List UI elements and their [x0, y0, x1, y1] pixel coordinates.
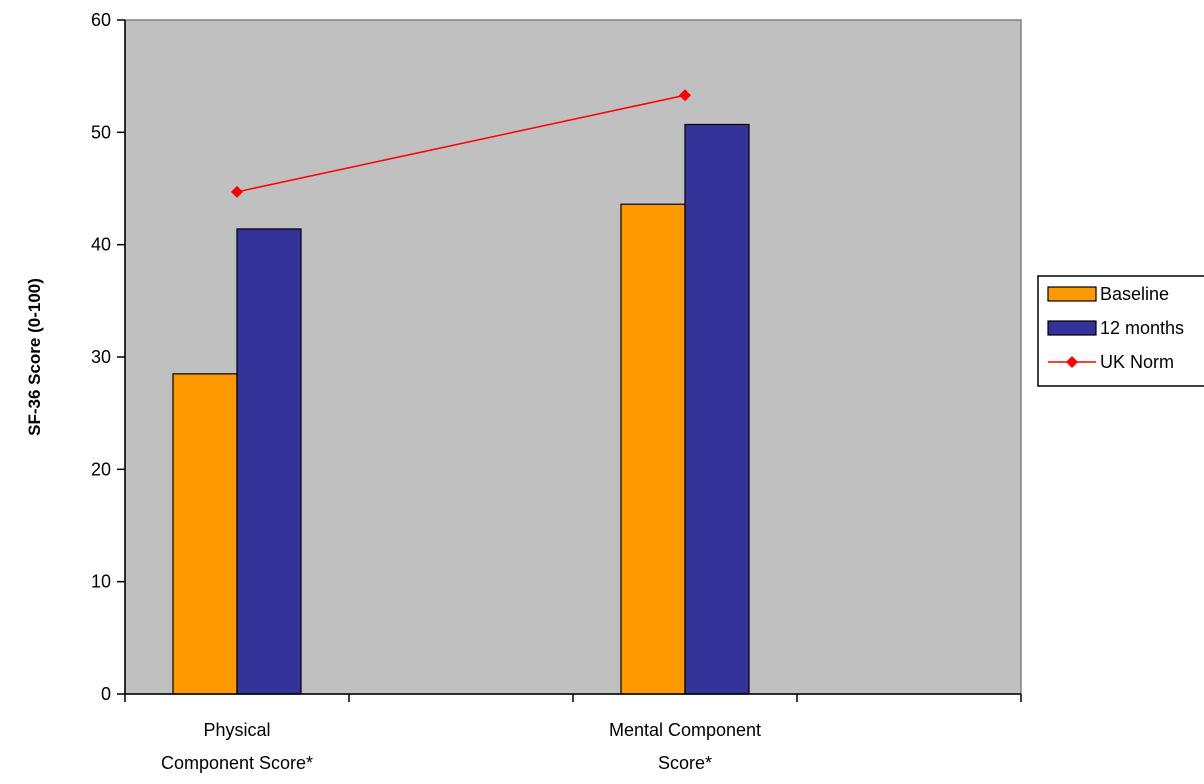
bar [172, 373, 238, 695]
x-tick-label: Mental Component [609, 720, 761, 740]
bar [684, 123, 750, 695]
x-tick-labels: Physical Component Score* Mental Component… [161, 720, 761, 773]
y-tick-label: 0 [101, 684, 111, 704]
y-tick-label: 60 [91, 10, 111, 30]
bars [172, 123, 750, 695]
series-line [236, 94, 686, 193]
y-tick-label: 10 [91, 572, 111, 592]
data-point [231, 185, 243, 198]
x-tick-label: Component Score* [161, 753, 313, 773]
legend: Baseline 12 months UK Norm [1037, 275, 1204, 387]
x-tick-label: Score* [658, 753, 712, 773]
axes [124, 20, 1022, 702]
norm-line [231, 89, 691, 198]
bar [620, 203, 686, 695]
x-tick-label: Physical [203, 720, 270, 740]
y-tick-label: 40 [91, 235, 111, 255]
legend-swatch [1047, 320, 1097, 336]
legend-swatch [1047, 286, 1097, 302]
y-axis-label: SF-36 Score (0-100) [25, 278, 44, 436]
legend-label: Baseline [1100, 284, 1169, 304]
legend-label: UK Norm [1100, 352, 1174, 372]
y-tick-label: 20 [91, 459, 111, 479]
y-ticks: 0 10 20 30 40 50 60 [91, 10, 125, 704]
legend-label: 12 months [1100, 318, 1184, 338]
y-tick-label: 30 [91, 347, 111, 367]
bar [236, 228, 302, 695]
legend-marker [1066, 356, 1078, 368]
data-point [679, 89, 691, 102]
y-tick-label: 50 [91, 122, 111, 142]
